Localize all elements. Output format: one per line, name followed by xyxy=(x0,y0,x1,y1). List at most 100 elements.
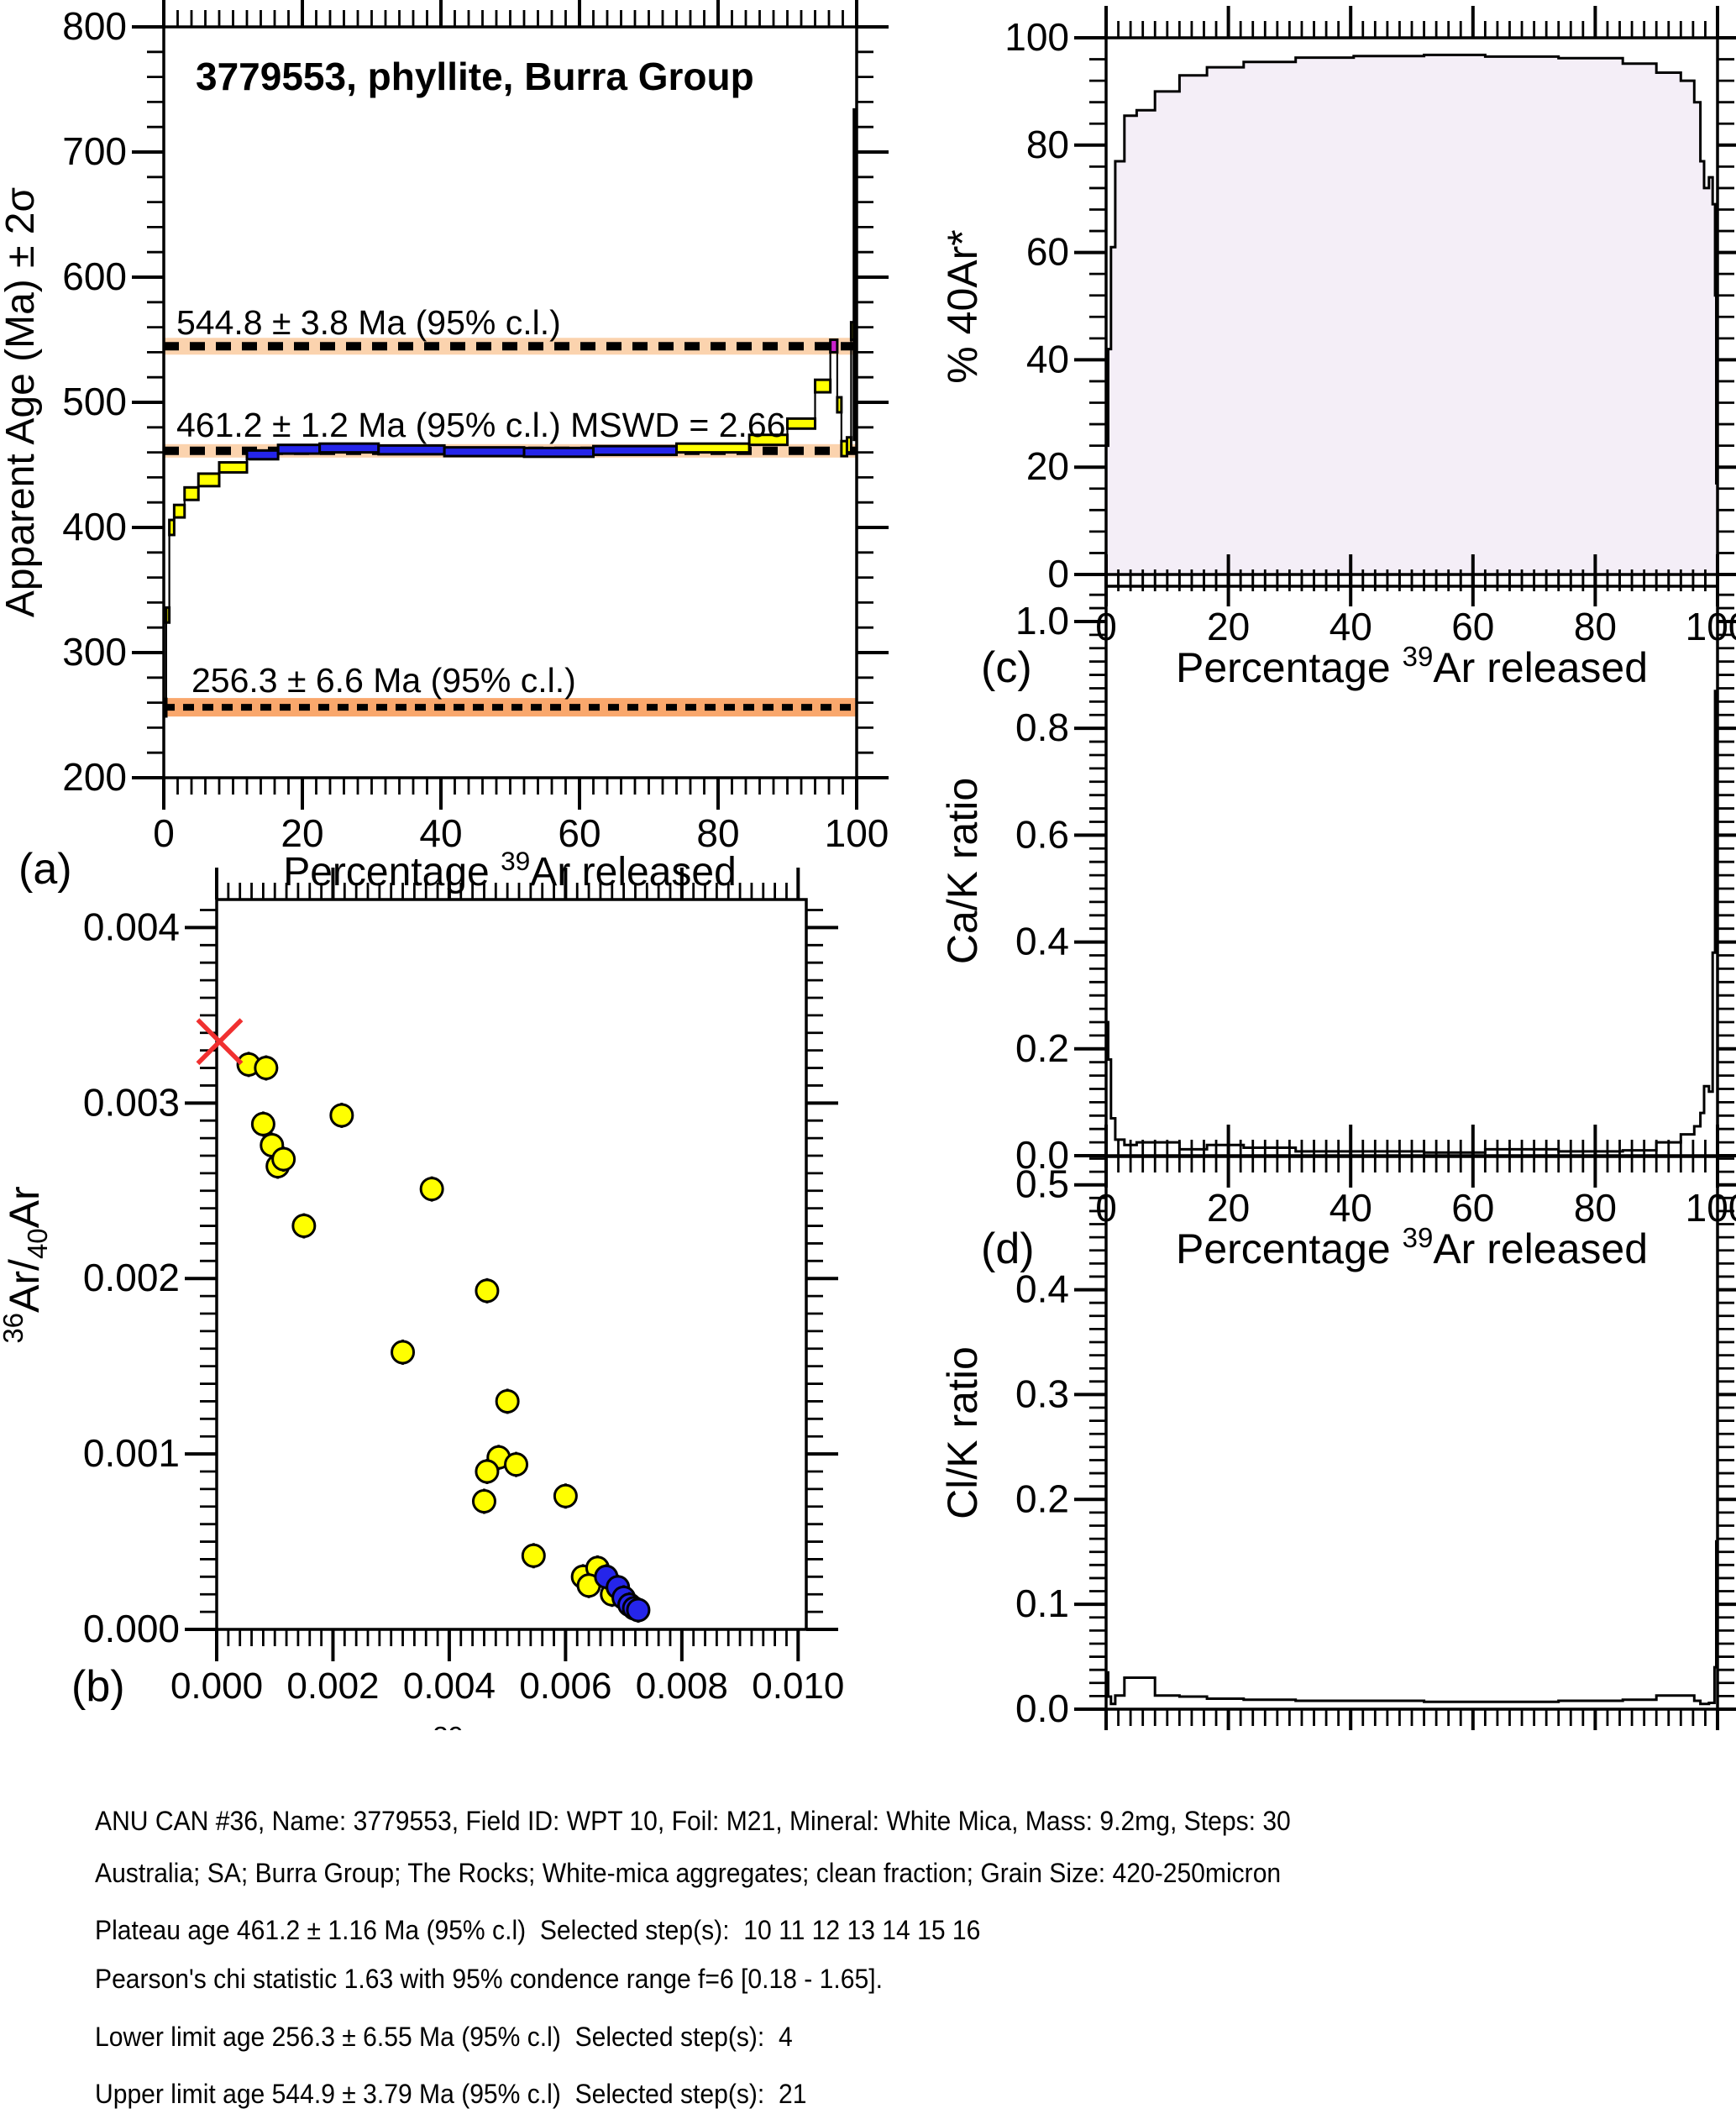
y-tick-label: 0.6 xyxy=(1015,812,1069,856)
y-tick-label: 0.4 xyxy=(1015,1267,1069,1311)
panel-letter: (d) xyxy=(981,1225,1035,1273)
step-box xyxy=(592,444,678,457)
x-axis-title: Percentage 39Ar released xyxy=(283,846,737,894)
step-box xyxy=(786,417,816,430)
y-tick-label: 800 xyxy=(62,4,127,48)
y-tick-label: 0.2 xyxy=(1015,1026,1069,1070)
y-tick-label: 0.8 xyxy=(1015,706,1069,749)
panel-age-spectrum: 0 20 40 60 80 100 200 300 400 500 600 700 800 Percent… xyxy=(0,0,889,894)
step-box xyxy=(845,436,852,454)
y-axis-title: 36Ar/40Ar xyxy=(0,1186,53,1343)
x-tick-label: 40 xyxy=(419,811,462,855)
x-tick-label: 20 xyxy=(1207,605,1250,648)
y-axis-title: % 40Ar* xyxy=(939,229,986,383)
y-tick-label: 40 xyxy=(1026,337,1069,380)
x-axis-title: Percentage 39Ar released xyxy=(1176,641,1648,691)
x-tick-label: 0 xyxy=(153,811,175,855)
x-tick-label: 0.008 xyxy=(636,1665,728,1707)
step-trace xyxy=(1104,53,1719,574)
x-tick-label: 100 xyxy=(1686,605,1736,648)
y-tick-label: 0.001 xyxy=(83,1431,180,1475)
plot-frame xyxy=(162,25,858,779)
x-tick-label: 60 xyxy=(1451,1186,1494,1230)
y-axis-title: Apparent Age (Ma) ± 2σ xyxy=(0,187,43,617)
summary-line-plateau: Plateau age 461.2 ± 1.16 Ma (95% c.l) Se… xyxy=(95,1915,981,1945)
summary-line-upper-limit: Upper limit age 544.9 ± 3.79 Ma (95% c.l… xyxy=(95,2079,807,2109)
data-point xyxy=(521,1543,546,1568)
x-tick-label: 0.000 xyxy=(170,1665,263,1707)
step-box xyxy=(172,503,186,519)
step-trace xyxy=(1104,690,1719,1156)
area-fill xyxy=(1106,55,1718,574)
summary-line-sample: ANU CAN #36, Name: 3779553, Field ID: WP… xyxy=(95,1806,1291,1836)
y-tick-label: 700 xyxy=(62,129,127,173)
step-box xyxy=(443,446,526,458)
y-tick-label: 0.000 xyxy=(83,1607,180,1650)
data-point xyxy=(254,1056,279,1081)
x-tick-label: 0.002 xyxy=(286,1665,379,1707)
x-tick-label: 20 xyxy=(1207,1186,1250,1230)
step-box xyxy=(814,378,832,394)
y-tick-label: 400 xyxy=(62,505,127,548)
step-box xyxy=(276,443,322,455)
data-point xyxy=(495,1388,520,1414)
x-tick-label: 80 xyxy=(1574,605,1617,648)
summary-line-lower-limit: Lower limit age 256.3 ± 6.55 Ma (95% c.l… xyxy=(95,2022,793,2052)
step-box xyxy=(747,433,789,447)
y-tick-label: 0.4 xyxy=(1015,920,1069,963)
reference-annotation: 461.2 ± 1.2 Ma (95% c.l.) MSWD = 2.66 xyxy=(176,406,786,444)
x-tick-label: 0.004 xyxy=(403,1665,496,1707)
y-tick-label: 200 xyxy=(62,755,127,799)
x-axis-title: 39Ar/40Ar xyxy=(433,1721,590,1730)
data-point xyxy=(475,1459,500,1484)
data-point xyxy=(391,1340,416,1365)
data-point xyxy=(271,1146,296,1172)
y-axis-title: Ca/K ratio xyxy=(939,778,986,964)
panel-letter: (b) xyxy=(71,1662,125,1711)
y-tick-label: 0.003 xyxy=(83,1080,180,1124)
y-axis-title: Cl/K ratio xyxy=(939,1346,986,1519)
panel-percent-40ar: 020406080100020406080100Percentage 39Ar … xyxy=(939,6,1736,692)
y-tick-label: 0.002 xyxy=(83,1256,180,1299)
data-point xyxy=(553,1483,578,1508)
reference-annotation: 544.8 ± 3.8 Ma (95% c.l.) xyxy=(176,303,561,342)
x-tick-label: 80 xyxy=(696,811,739,855)
y-tick-label: 600 xyxy=(62,254,127,298)
summary-line-locality: Australia; SA; Burra Group; The Rocks; W… xyxy=(95,1858,1282,1888)
x-tick-label: 60 xyxy=(558,811,601,855)
y-tick-label: 0 xyxy=(1047,552,1069,595)
y-tick-label: 0.5 xyxy=(1015,1162,1069,1206)
data-point xyxy=(329,1103,354,1128)
step-box xyxy=(829,338,839,354)
data-point xyxy=(291,1214,317,1239)
step-box xyxy=(197,472,221,488)
y-tick-label: 0.0 xyxy=(1015,1686,1069,1730)
x-tick-label: 100 xyxy=(825,811,889,855)
data-point xyxy=(504,1452,529,1477)
y-tick-label: 0.3 xyxy=(1015,1372,1069,1415)
data-point xyxy=(475,1278,500,1304)
step-box xyxy=(675,442,751,454)
y-tick-label: 100 xyxy=(1004,15,1069,59)
y-tick-label: 0.004 xyxy=(83,905,180,948)
summary-line-chi: Pearson's chi statistic 1.63 with 95% co… xyxy=(95,1964,883,1994)
y-tick-label: 300 xyxy=(62,630,127,674)
step-trace xyxy=(1104,1540,1719,1709)
step-box xyxy=(218,461,249,474)
step-box xyxy=(165,606,171,624)
data-point xyxy=(250,1111,275,1136)
x-tick-label: 40 xyxy=(1330,1186,1372,1230)
ref-cross-icon xyxy=(196,1018,244,1066)
x-tick-label: 100 xyxy=(1686,1186,1736,1230)
x-tick-label: 20 xyxy=(281,811,323,855)
panel-letter: (c) xyxy=(981,643,1032,692)
panel-letter: (a) xyxy=(18,845,72,894)
confidence-band xyxy=(164,698,857,717)
data-point xyxy=(419,1177,444,1202)
step-box xyxy=(377,443,446,456)
panel-inverse-isochron: 0.000 0.002 0.004 0.006 0.008 0.010 0.000 0.001… xyxy=(0,868,844,1776)
step-box xyxy=(836,396,843,414)
plot-title: 3779553, phyllite, Burra Group xyxy=(196,55,754,98)
step-box xyxy=(245,449,280,461)
